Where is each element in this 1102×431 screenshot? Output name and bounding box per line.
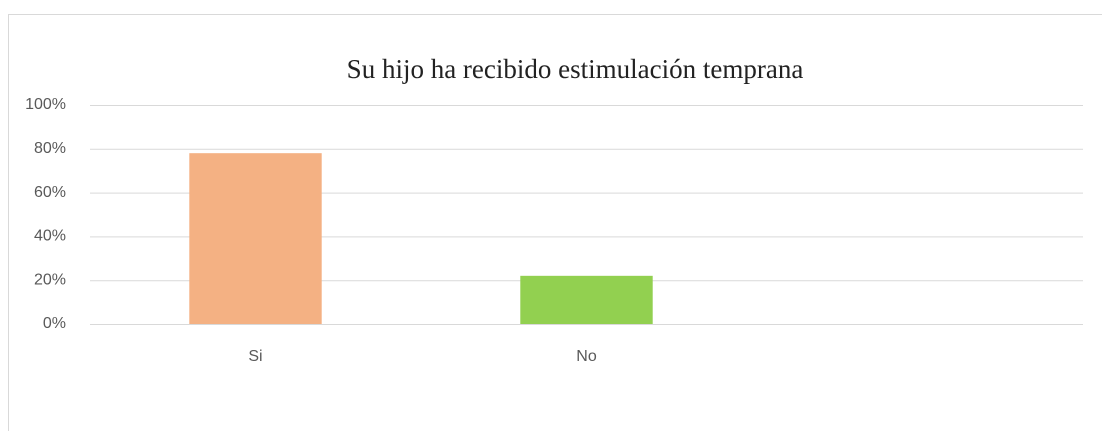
y-tick-label: 80%: [34, 140, 66, 157]
x-tick-label: Si: [248, 348, 262, 365]
y-tick-label: 60%: [34, 184, 66, 201]
bar: [189, 153, 322, 324]
y-tick-label: 20%: [34, 271, 66, 288]
bar: [520, 275, 653, 324]
y-tick-label: 100%: [25, 96, 66, 113]
x-tick-label: No: [576, 348, 597, 365]
y-tick-label: 0%: [43, 315, 66, 332]
y-tick-label: 40%: [34, 228, 66, 245]
chart-title: Su hijo ha recibido estimulación tempran…: [347, 54, 804, 84]
